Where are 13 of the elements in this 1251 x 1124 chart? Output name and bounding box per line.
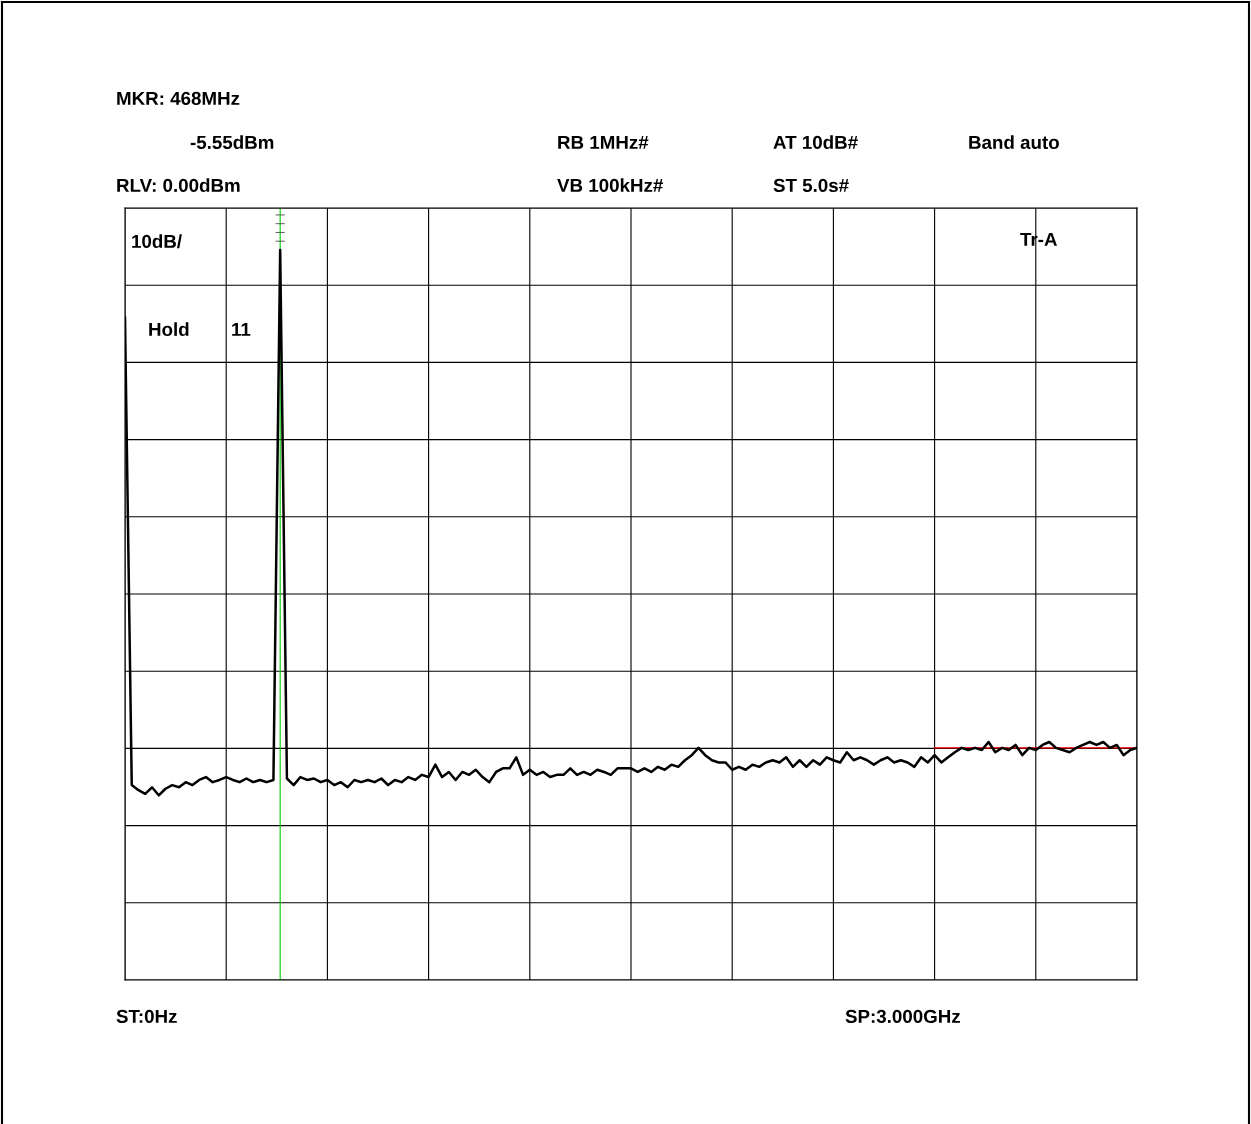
text: MKR: 468MHz: [117, 91, 240, 106]
text: Band auto: [969, 135, 1059, 150]
text: 10dB/: [132, 234, 182, 249]
text: ST 5.0s#: [773, 178, 849, 193]
text: VB 100kHz#: [557, 178, 664, 193]
annotation: Hold: [149, 322, 189, 337]
text: RLV: 0.00dBm: [117, 178, 240, 193]
text: AT 10dB#: [773, 135, 858, 150]
text: -5.55dBm: [190, 135, 274, 150]
annotation: 11: [232, 322, 251, 336]
text: ST:0Hz: [116, 1009, 177, 1024]
text: SP:3.000GHz: [845, 1009, 960, 1024]
text: RB 1MHz#: [558, 135, 649, 149]
